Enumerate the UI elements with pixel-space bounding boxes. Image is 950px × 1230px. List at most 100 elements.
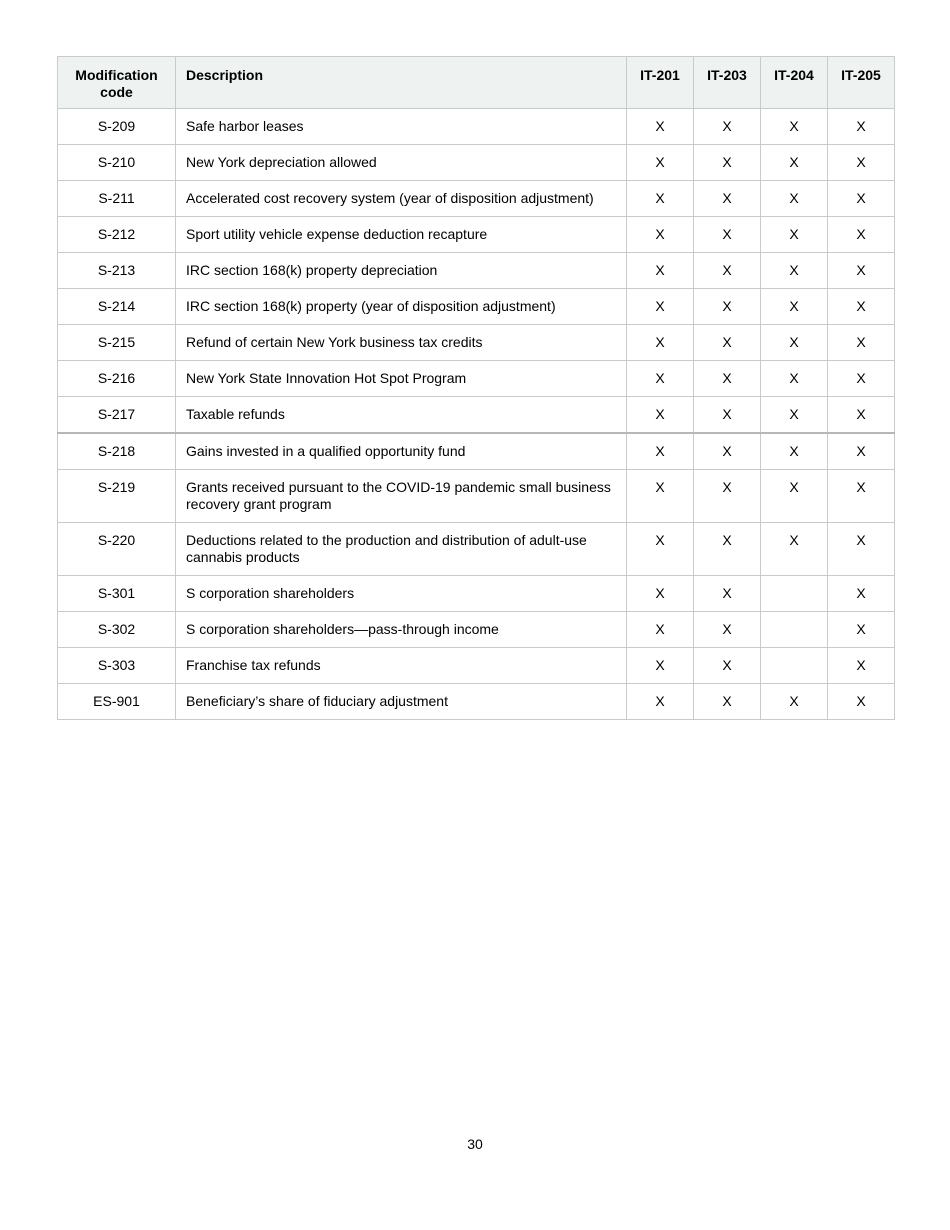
mark-cell-it201: X (626, 575, 694, 612)
mark-cell-it204 (760, 647, 828, 684)
description-cell: IRC section 168(k) property (year of dis… (175, 288, 627, 325)
mark-cell-it203: X (693, 144, 761, 181)
mark-cell-it204: X (760, 288, 828, 325)
mark-cell-it205: X (827, 288, 895, 325)
table-row: S-302 S corporation shareholders—pass-thr… (57, 611, 895, 648)
table-row: S-212 Sport utility vehicle expense deduc… (57, 216, 895, 253)
mark-cell-it201: X (626, 683, 694, 720)
mark-cell-it203: X (693, 108, 761, 145)
mark-cell-it204: X (760, 522, 828, 576)
modification-code-cell: S-301 (57, 575, 176, 612)
mark-cell-it201: X (626, 216, 694, 253)
mark-cell-it204: X (760, 108, 828, 145)
mark-cell-it204: X (760, 469, 828, 523)
mark-cell-it203: X (693, 432, 761, 470)
mark-cell-it203: X (693, 324, 761, 361)
description-cell: S corporation shareholders—pass-through … (175, 611, 627, 648)
mark-cell-it201: X (626, 469, 694, 523)
mark-cell-it205: X (827, 216, 895, 253)
mark-cell-it205: X (827, 522, 895, 576)
modification-code-cell: S-219 (57, 469, 176, 523)
mark-cell-it205: X (827, 180, 895, 217)
description-cell: Taxable refunds (175, 396, 627, 434)
mark-cell-it205: X (827, 647, 895, 684)
mark-cell-it201: X (626, 522, 694, 576)
mark-cell-it204 (760, 575, 828, 612)
description-cell: Deductions related to the production and… (175, 522, 627, 576)
header-modification-code: Modification code (57, 56, 176, 109)
header-it-203: IT-203 (693, 56, 761, 109)
modification-codes-table: Modification code Description IT-201 IT-… (57, 56, 895, 720)
table-header-row: Modification code Description IT-201 IT-… (57, 56, 895, 109)
table-row: S-213 IRC section 168(k) property depreci… (57, 252, 895, 289)
table-row: S-220 Deductions related to the productio… (57, 522, 895, 576)
modification-code-cell: S-216 (57, 360, 176, 397)
mark-cell-it205: X (827, 324, 895, 361)
mark-cell-it204: X (760, 252, 828, 289)
table-row: S-214 IRC section 168(k) property (year o… (57, 288, 895, 325)
description-cell: Refund of certain New York business tax … (175, 324, 627, 361)
mark-cell-it203: X (693, 575, 761, 612)
mark-cell-it201: X (626, 647, 694, 684)
mark-cell-it201: X (626, 611, 694, 648)
table-row: S-211 Accelerated cost recovery system (y… (57, 180, 895, 217)
modification-code-cell: S-218 (57, 432, 176, 470)
table-row: S-303 Franchise tax refunds X X X (57, 647, 895, 684)
mark-cell-it203: X (693, 360, 761, 397)
mark-cell-it201: X (626, 288, 694, 325)
description-cell: Accelerated cost recovery system (year o… (175, 180, 627, 217)
mark-cell-it205: X (827, 144, 895, 181)
modification-code-cell: S-302 (57, 611, 176, 648)
description-cell: Sport utility vehicle expense deduction … (175, 216, 627, 253)
modification-code-cell: S-213 (57, 252, 176, 289)
mark-cell-it201: X (626, 144, 694, 181)
header-it-201: IT-201 (626, 56, 694, 109)
table-row: S-210 New York depreciation allowed X X X X (57, 144, 895, 181)
table-row: S-301 S corporation shareholders X X X (57, 575, 895, 612)
description-cell: Grants received pursuant to the COVID-19… (175, 469, 627, 523)
description-cell: New York depreciation allowed (175, 144, 627, 181)
mark-cell-it205: X (827, 469, 895, 523)
modification-code-cell: ES-901 (57, 683, 176, 720)
mark-cell-it205: X (827, 683, 895, 720)
mark-cell-it203: X (693, 469, 761, 523)
header-it-205: IT-205 (827, 56, 895, 109)
modification-code-cell: S-215 (57, 324, 176, 361)
modification-code-cell: S-220 (57, 522, 176, 576)
description-cell: IRC section 168(k) property depreciation (175, 252, 627, 289)
table-row: S-217 Taxable refunds X X X X (57, 396, 895, 434)
mark-cell-it204: X (760, 180, 828, 217)
mark-cell-it204: X (760, 144, 828, 181)
mark-cell-it203: X (693, 252, 761, 289)
mark-cell-it204: X (760, 683, 828, 720)
mark-cell-it205: X (827, 396, 895, 434)
mark-cell-it205: X (827, 432, 895, 470)
mark-cell-it204: X (760, 216, 828, 253)
modification-code-cell: S-209 (57, 108, 176, 145)
description-cell: Gains invested in a qualified opportunit… (175, 432, 627, 470)
table-row: S-216 New York State Innovation Hot Spot … (57, 360, 895, 397)
mark-cell-it203: X (693, 522, 761, 576)
table-row: S-209 Safe harbor leases X X X X (57, 108, 895, 145)
mark-cell-it203: X (693, 611, 761, 648)
header-it-204: IT-204 (760, 56, 828, 109)
mark-cell-it203: X (693, 396, 761, 434)
mark-cell-it203: X (693, 647, 761, 684)
mark-cell-it201: X (626, 252, 694, 289)
modification-code-cell: S-303 (57, 647, 176, 684)
modification-code-cell: S-214 (57, 288, 176, 325)
page-number: 30 (467, 1136, 483, 1152)
mark-cell-it203: X (693, 216, 761, 253)
table-row: S-218 Gains invested in a qualified oppor… (57, 432, 895, 470)
mark-cell-it205: X (827, 252, 895, 289)
mark-cell-it204: X (760, 396, 828, 434)
table-row: S-219 Grants received pursuant to the COV… (57, 469, 895, 523)
mark-cell-it201: X (626, 180, 694, 217)
description-cell: Safe harbor leases (175, 108, 627, 145)
mark-cell-it201: X (626, 396, 694, 434)
description-cell: Beneficiary’s share of fiduciary adjustm… (175, 683, 627, 720)
mark-cell-it201: X (626, 108, 694, 145)
mark-cell-it204: X (760, 432, 828, 470)
description-cell: Franchise tax refunds (175, 647, 627, 684)
modification-code-cell: S-217 (57, 396, 176, 434)
